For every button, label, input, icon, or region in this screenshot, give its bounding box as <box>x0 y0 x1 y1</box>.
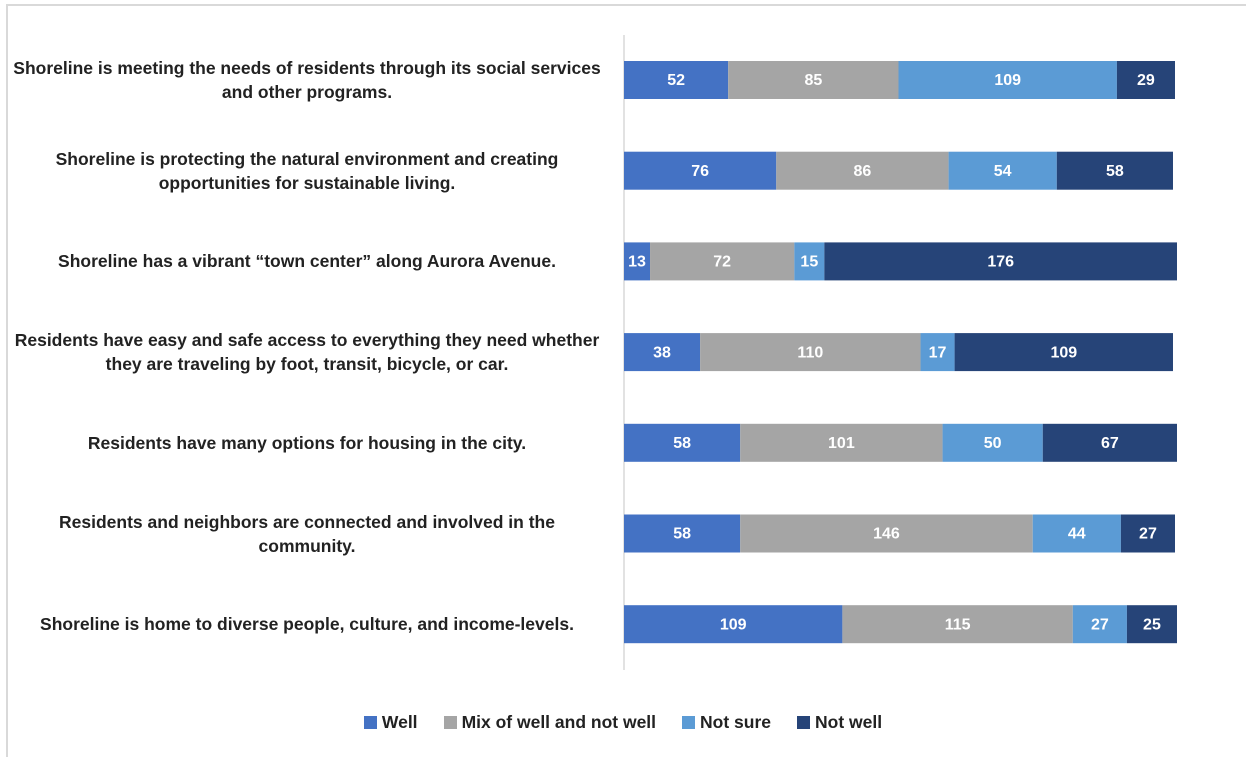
bar-segment <box>1126 605 1177 644</box>
data-label: 54 <box>994 163 1012 180</box>
bar-segment <box>942 423 1043 462</box>
data-label: 15 <box>800 254 818 271</box>
bar-segment <box>624 333 701 372</box>
category-label: Residents have easy and safe access to e… <box>14 330 600 375</box>
data-label: 13 <box>628 254 646 271</box>
data-label: 58 <box>673 526 691 543</box>
data-label: 85 <box>804 72 822 89</box>
data-label: 115 <box>945 616 971 633</box>
data-label: 109 <box>994 72 1021 89</box>
legend-swatch <box>363 716 377 729</box>
bar-segment <box>728 61 899 99</box>
bar-segment <box>700 333 921 372</box>
category-label: Shoreline is meeting the needs of reside… <box>13 58 601 102</box>
bar-segment <box>624 605 843 644</box>
data-label: 27 <box>1139 526 1157 543</box>
data-label: 146 <box>873 526 900 543</box>
data-label: 17 <box>929 344 947 361</box>
legend-item: Well <box>363 712 418 733</box>
legend-swatch <box>682 716 696 729</box>
data-label: 86 <box>854 163 872 180</box>
bar-segment <box>794 242 825 281</box>
bar-segment <box>1072 605 1127 644</box>
category-label: Residents have many options for housing … <box>87 432 527 453</box>
category-label: Shoreline is home to diverse people, cul… <box>40 614 574 635</box>
bar-segment <box>624 242 651 281</box>
data-label: 44 <box>1068 526 1086 543</box>
legend-label: Mix of well and not well <box>461 712 657 732</box>
category-label: Residents and neighbors are connected an… <box>59 511 555 556</box>
data-label: 72 <box>713 254 731 271</box>
legend-swatch <box>443 716 457 729</box>
bar-segment <box>740 423 943 462</box>
data-label: 109 <box>1050 344 1077 361</box>
data-label: 67 <box>1101 435 1119 452</box>
category-label: Shoreline is protecting the natural envi… <box>55 148 559 193</box>
legend-label: Not sure <box>700 712 772 732</box>
legend-item: Not well <box>797 712 882 733</box>
legend-item: Mix of well and not well <box>443 712 657 733</box>
legend-swatch <box>797 716 811 729</box>
data-label: 29 <box>1137 72 1155 89</box>
data-label: 27 <box>1091 616 1109 633</box>
legend-label: Not well <box>815 712 883 732</box>
bar-segment <box>624 514 741 553</box>
data-label: 50 <box>984 435 1002 452</box>
data-label: 25 <box>1143 616 1161 633</box>
data-label: 52 <box>667 72 685 89</box>
category-label: Shoreline has a vibrant “town center” al… <box>58 251 556 272</box>
data-label: 38 <box>653 344 671 361</box>
bar-segment <box>824 242 1177 281</box>
bar-segment <box>898 61 1117 99</box>
legend: Well Mix of well and not well Not sure Not … <box>0 712 1246 733</box>
bar-segment <box>624 151 777 190</box>
data-label: 76 <box>691 163 709 180</box>
bar-segment <box>1042 423 1177 462</box>
bar-segment <box>1056 151 1173 190</box>
legend-label: Well <box>381 712 418 732</box>
data-label: 58 <box>1106 163 1124 180</box>
bar-segment <box>776 151 949 190</box>
data-label: 176 <box>987 254 1014 271</box>
bar-segment <box>1032 514 1121 553</box>
bar-segment <box>948 151 1057 190</box>
data-label: 58 <box>673 435 691 452</box>
bar-segment <box>1120 514 1175 553</box>
bar-segment <box>650 242 795 281</box>
bar-segment <box>920 333 955 372</box>
bar-segment <box>624 423 741 462</box>
legend-item: Not sure <box>682 712 771 733</box>
bar-segment <box>954 333 1173 372</box>
bar-segment <box>842 605 1073 644</box>
bar-segment <box>1116 61 1175 99</box>
data-label: 110 <box>797 344 823 361</box>
data-label: 109 <box>720 616 747 633</box>
data-label: 101 <box>828 435 855 452</box>
bar-segment <box>740 514 1033 553</box>
bar-segment <box>624 61 729 99</box>
frame <box>6 4 1246 757</box>
